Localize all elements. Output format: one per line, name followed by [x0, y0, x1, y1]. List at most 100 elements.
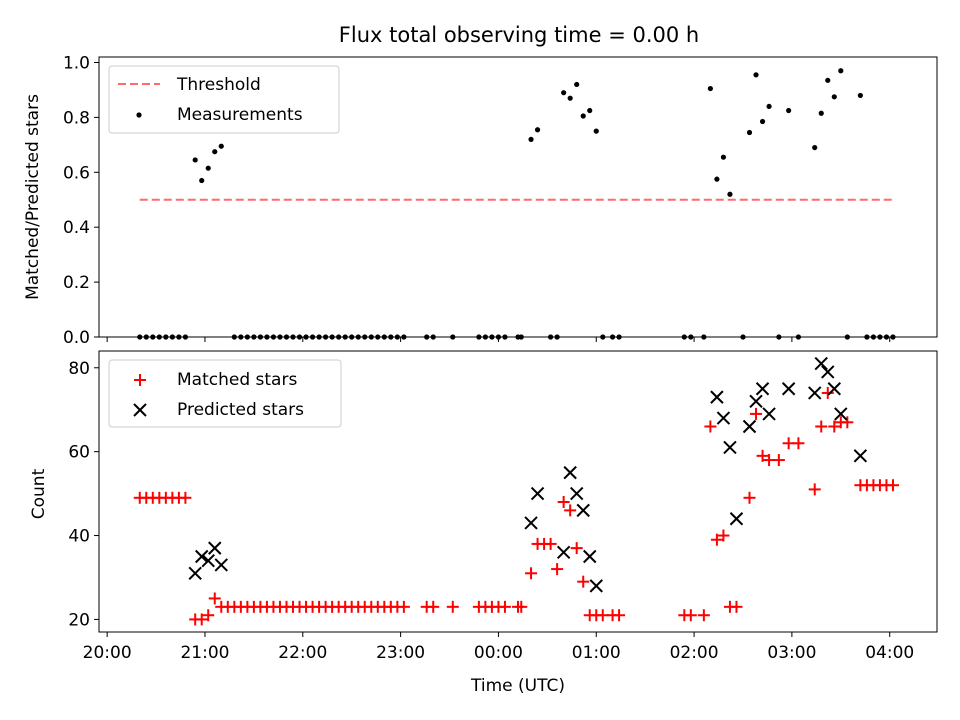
predicted-stars-point	[208, 541, 222, 555]
matched-stars-point	[841, 416, 854, 429]
predicted-stars-point	[808, 386, 822, 400]
matched-stars-point	[886, 479, 899, 492]
measurements-point	[766, 103, 772, 110]
measurements-point	[714, 176, 720, 182]
matched-stars-point	[570, 542, 583, 555]
top-y-ticks: 0.0 0.2 0.4 0.6 0.8 1.0	[63, 53, 99, 348]
predicted-stars-point	[821, 365, 835, 379]
top-y-tick-label: 0.6	[63, 163, 90, 183]
matched-stars-point	[815, 420, 828, 433]
measurements-point	[707, 85, 713, 92]
matched-stars-point	[202, 609, 215, 622]
measurements-point	[534, 127, 541, 133]
matched-stars-point	[446, 600, 459, 613]
matched-stars-point	[208, 592, 221, 605]
matched-stars-point	[498, 600, 511, 613]
x-axis-label: Time (UTC)	[470, 676, 565, 696]
matched-stars-point	[717, 529, 730, 542]
matched-stars-point	[179, 491, 192, 504]
bottom-panel: 20 40 60 80 20:00 21:00 22:00 23:00 00:00 01:00 0…	[29, 350, 938, 696]
matched-stars-point	[750, 407, 763, 420]
x-tick-label: 00:00	[474, 643, 523, 663]
matched-stars-point	[808, 483, 821, 496]
chart-title: Flux total observing time = 0.00 h	[339, 23, 699, 47]
predicted-stars-point	[530, 486, 545, 501]
top-legend-box	[108, 65, 340, 134]
matched-stars-point	[195, 613, 208, 626]
top-y-tick-label: 0.2	[63, 273, 90, 293]
predicted-stars-point	[563, 465, 577, 480]
matched-legend-label: Matched stars	[177, 370, 297, 390]
bottom-y-tick-label: 20	[68, 610, 90, 630]
top-axes-frame	[98, 56, 938, 338]
bottom-y-tick-label: 40	[68, 527, 90, 547]
matched-stars-point	[730, 600, 743, 613]
measurements-point	[587, 107, 593, 114]
bottom-legend: Matched stars Predicted stars	[108, 359, 342, 428]
predicted-stars-point	[781, 382, 796, 396]
predicted-stars-point	[762, 407, 776, 421]
predicted-stars-point	[556, 545, 571, 560]
matched-stars-point	[397, 600, 410, 613]
x-tick-label: 22:00	[278, 643, 327, 663]
measurements-point	[818, 110, 824, 116]
predicted-stars-point	[583, 549, 597, 564]
predicted-stars-point	[716, 411, 731, 425]
predicted-stars-point	[755, 382, 770, 396]
top-y-tick-label: 0.0	[63, 328, 90, 348]
matched-stars-point	[684, 609, 697, 622]
predicted-stars-point	[729, 512, 744, 526]
bottom-y-ticks: 20 40 60 80	[68, 359, 99, 630]
predicted-legend-marker	[133, 403, 147, 417]
bottom-y-tick-label: 60	[68, 443, 90, 463]
matched-stars-point	[551, 563, 564, 576]
measurements-point	[561, 90, 567, 96]
matched-stars-point	[427, 600, 440, 613]
predicted-stars-point	[834, 407, 848, 421]
matched-stars-point	[697, 609, 710, 622]
matched-stars-point	[564, 504, 577, 517]
measurements-point	[727, 191, 733, 197]
measurements-point	[212, 149, 218, 155]
matched-stars-point	[613, 609, 626, 622]
bottom-y-tick-label: 80	[68, 359, 90, 379]
measurements-point	[825, 77, 831, 83]
measurements-legend-label: Measurements	[177, 105, 303, 125]
matched-stars-point	[704, 420, 717, 433]
predicted-stars-point	[589, 579, 603, 593]
matched-stars-point	[743, 491, 756, 504]
x-tick-label: 01:00	[572, 643, 621, 663]
matched-stars-point	[821, 386, 834, 399]
predicted-stars-point	[195, 549, 209, 564]
predicted-stars-point	[827, 382, 841, 396]
predicted-stars-point	[749, 394, 763, 409]
top-legend: Threshold Measurements	[108, 65, 340, 134]
threshold-legend-label: Threshold	[176, 75, 261, 95]
matched-stars-point	[515, 600, 528, 613]
x-tick-label: 03:00	[767, 643, 816, 663]
matched-stars-point	[544, 537, 557, 550]
bottom-axes-frame	[98, 350, 938, 633]
matched-stars-point	[828, 420, 841, 433]
top-y-tick-label: 0.8	[63, 108, 90, 128]
measurements-point	[753, 72, 759, 78]
matched-stars-point	[577, 575, 590, 588]
x-tick-label: 20:00	[83, 643, 132, 663]
measurements-legend-marker	[136, 112, 142, 118]
predicted-stars-point	[576, 503, 590, 518]
predicted-stars-point	[742, 419, 757, 434]
top-y-tick-label: 1.0	[63, 53, 90, 73]
measurements-point	[528, 136, 534, 142]
x-tick-label: 02:00	[670, 643, 719, 663]
top-y-axis-label: Matched/Predicted stars	[23, 94, 43, 300]
measurements-point	[838, 68, 844, 74]
predicted-stars-point	[853, 449, 868, 463]
measurements-point	[574, 81, 580, 88]
measurements-point	[567, 95, 573, 101]
top-x-ticks	[106, 337, 891, 342]
x-tick-label: 23:00	[376, 643, 425, 663]
bottom-marks	[133, 356, 899, 626]
matched-stars-point	[792, 437, 805, 450]
predicted-stars-point	[723, 440, 737, 455]
